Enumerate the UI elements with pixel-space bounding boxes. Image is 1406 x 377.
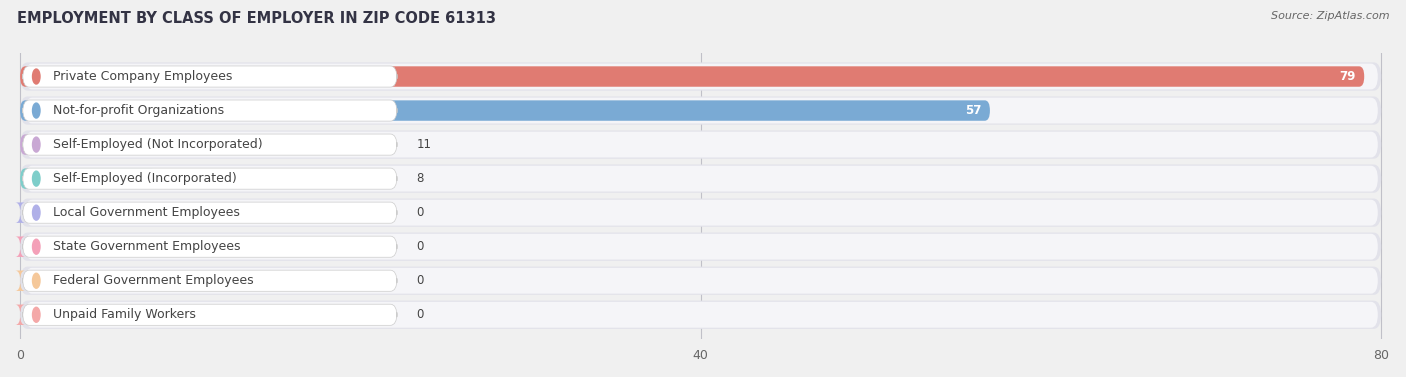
Text: EMPLOYMENT BY CLASS OF EMPLOYER IN ZIP CODE 61313: EMPLOYMENT BY CLASS OF EMPLOYER IN ZIP C… <box>17 11 496 26</box>
FancyBboxPatch shape <box>20 130 1381 159</box>
Text: 11: 11 <box>416 138 432 151</box>
FancyBboxPatch shape <box>20 233 1381 261</box>
Circle shape <box>32 239 39 254</box>
Circle shape <box>32 69 39 84</box>
Circle shape <box>32 171 39 186</box>
Text: Self-Employed (Not Incorporated): Self-Employed (Not Incorporated) <box>53 138 263 151</box>
FancyBboxPatch shape <box>15 271 25 291</box>
Text: Not-for-profit Organizations: Not-for-profit Organizations <box>53 104 225 117</box>
FancyBboxPatch shape <box>15 202 25 223</box>
FancyBboxPatch shape <box>25 64 1378 89</box>
FancyBboxPatch shape <box>22 236 396 257</box>
Text: 57: 57 <box>965 104 981 117</box>
FancyBboxPatch shape <box>25 132 1378 158</box>
Circle shape <box>32 273 39 288</box>
FancyBboxPatch shape <box>15 305 25 325</box>
Text: Private Company Employees: Private Company Employees <box>53 70 232 83</box>
FancyBboxPatch shape <box>20 97 1381 125</box>
FancyBboxPatch shape <box>22 202 396 223</box>
FancyBboxPatch shape <box>20 100 990 121</box>
Text: 0: 0 <box>416 240 423 253</box>
Text: Source: ZipAtlas.com: Source: ZipAtlas.com <box>1271 11 1389 21</box>
FancyBboxPatch shape <box>22 270 396 291</box>
Circle shape <box>32 205 39 220</box>
Text: 0: 0 <box>416 308 423 321</box>
Text: 0: 0 <box>416 274 423 287</box>
FancyBboxPatch shape <box>20 164 1381 193</box>
FancyBboxPatch shape <box>22 66 396 87</box>
FancyBboxPatch shape <box>20 300 1381 329</box>
Text: Self-Employed (Incorporated): Self-Employed (Incorporated) <box>53 172 238 185</box>
FancyBboxPatch shape <box>22 134 396 155</box>
FancyBboxPatch shape <box>22 304 396 325</box>
Text: Unpaid Family Workers: Unpaid Family Workers <box>53 308 197 321</box>
FancyBboxPatch shape <box>25 234 1378 260</box>
FancyBboxPatch shape <box>25 200 1378 225</box>
FancyBboxPatch shape <box>25 98 1378 124</box>
Text: Federal Government Employees: Federal Government Employees <box>53 274 254 287</box>
FancyBboxPatch shape <box>15 236 25 257</box>
FancyBboxPatch shape <box>22 100 396 121</box>
Text: 0: 0 <box>416 206 423 219</box>
FancyBboxPatch shape <box>20 63 1381 90</box>
Text: Local Government Employees: Local Government Employees <box>53 206 240 219</box>
Circle shape <box>32 137 39 152</box>
FancyBboxPatch shape <box>20 267 1381 295</box>
Text: State Government Employees: State Government Employees <box>53 240 240 253</box>
Text: 8: 8 <box>416 172 423 185</box>
FancyBboxPatch shape <box>20 169 156 189</box>
FancyBboxPatch shape <box>25 302 1378 328</box>
Circle shape <box>32 103 39 118</box>
FancyBboxPatch shape <box>25 166 1378 192</box>
Text: 79: 79 <box>1340 70 1355 83</box>
FancyBboxPatch shape <box>20 66 1364 87</box>
FancyBboxPatch shape <box>25 268 1378 294</box>
FancyBboxPatch shape <box>20 134 207 155</box>
FancyBboxPatch shape <box>20 199 1381 227</box>
Circle shape <box>32 307 39 322</box>
FancyBboxPatch shape <box>22 168 396 189</box>
